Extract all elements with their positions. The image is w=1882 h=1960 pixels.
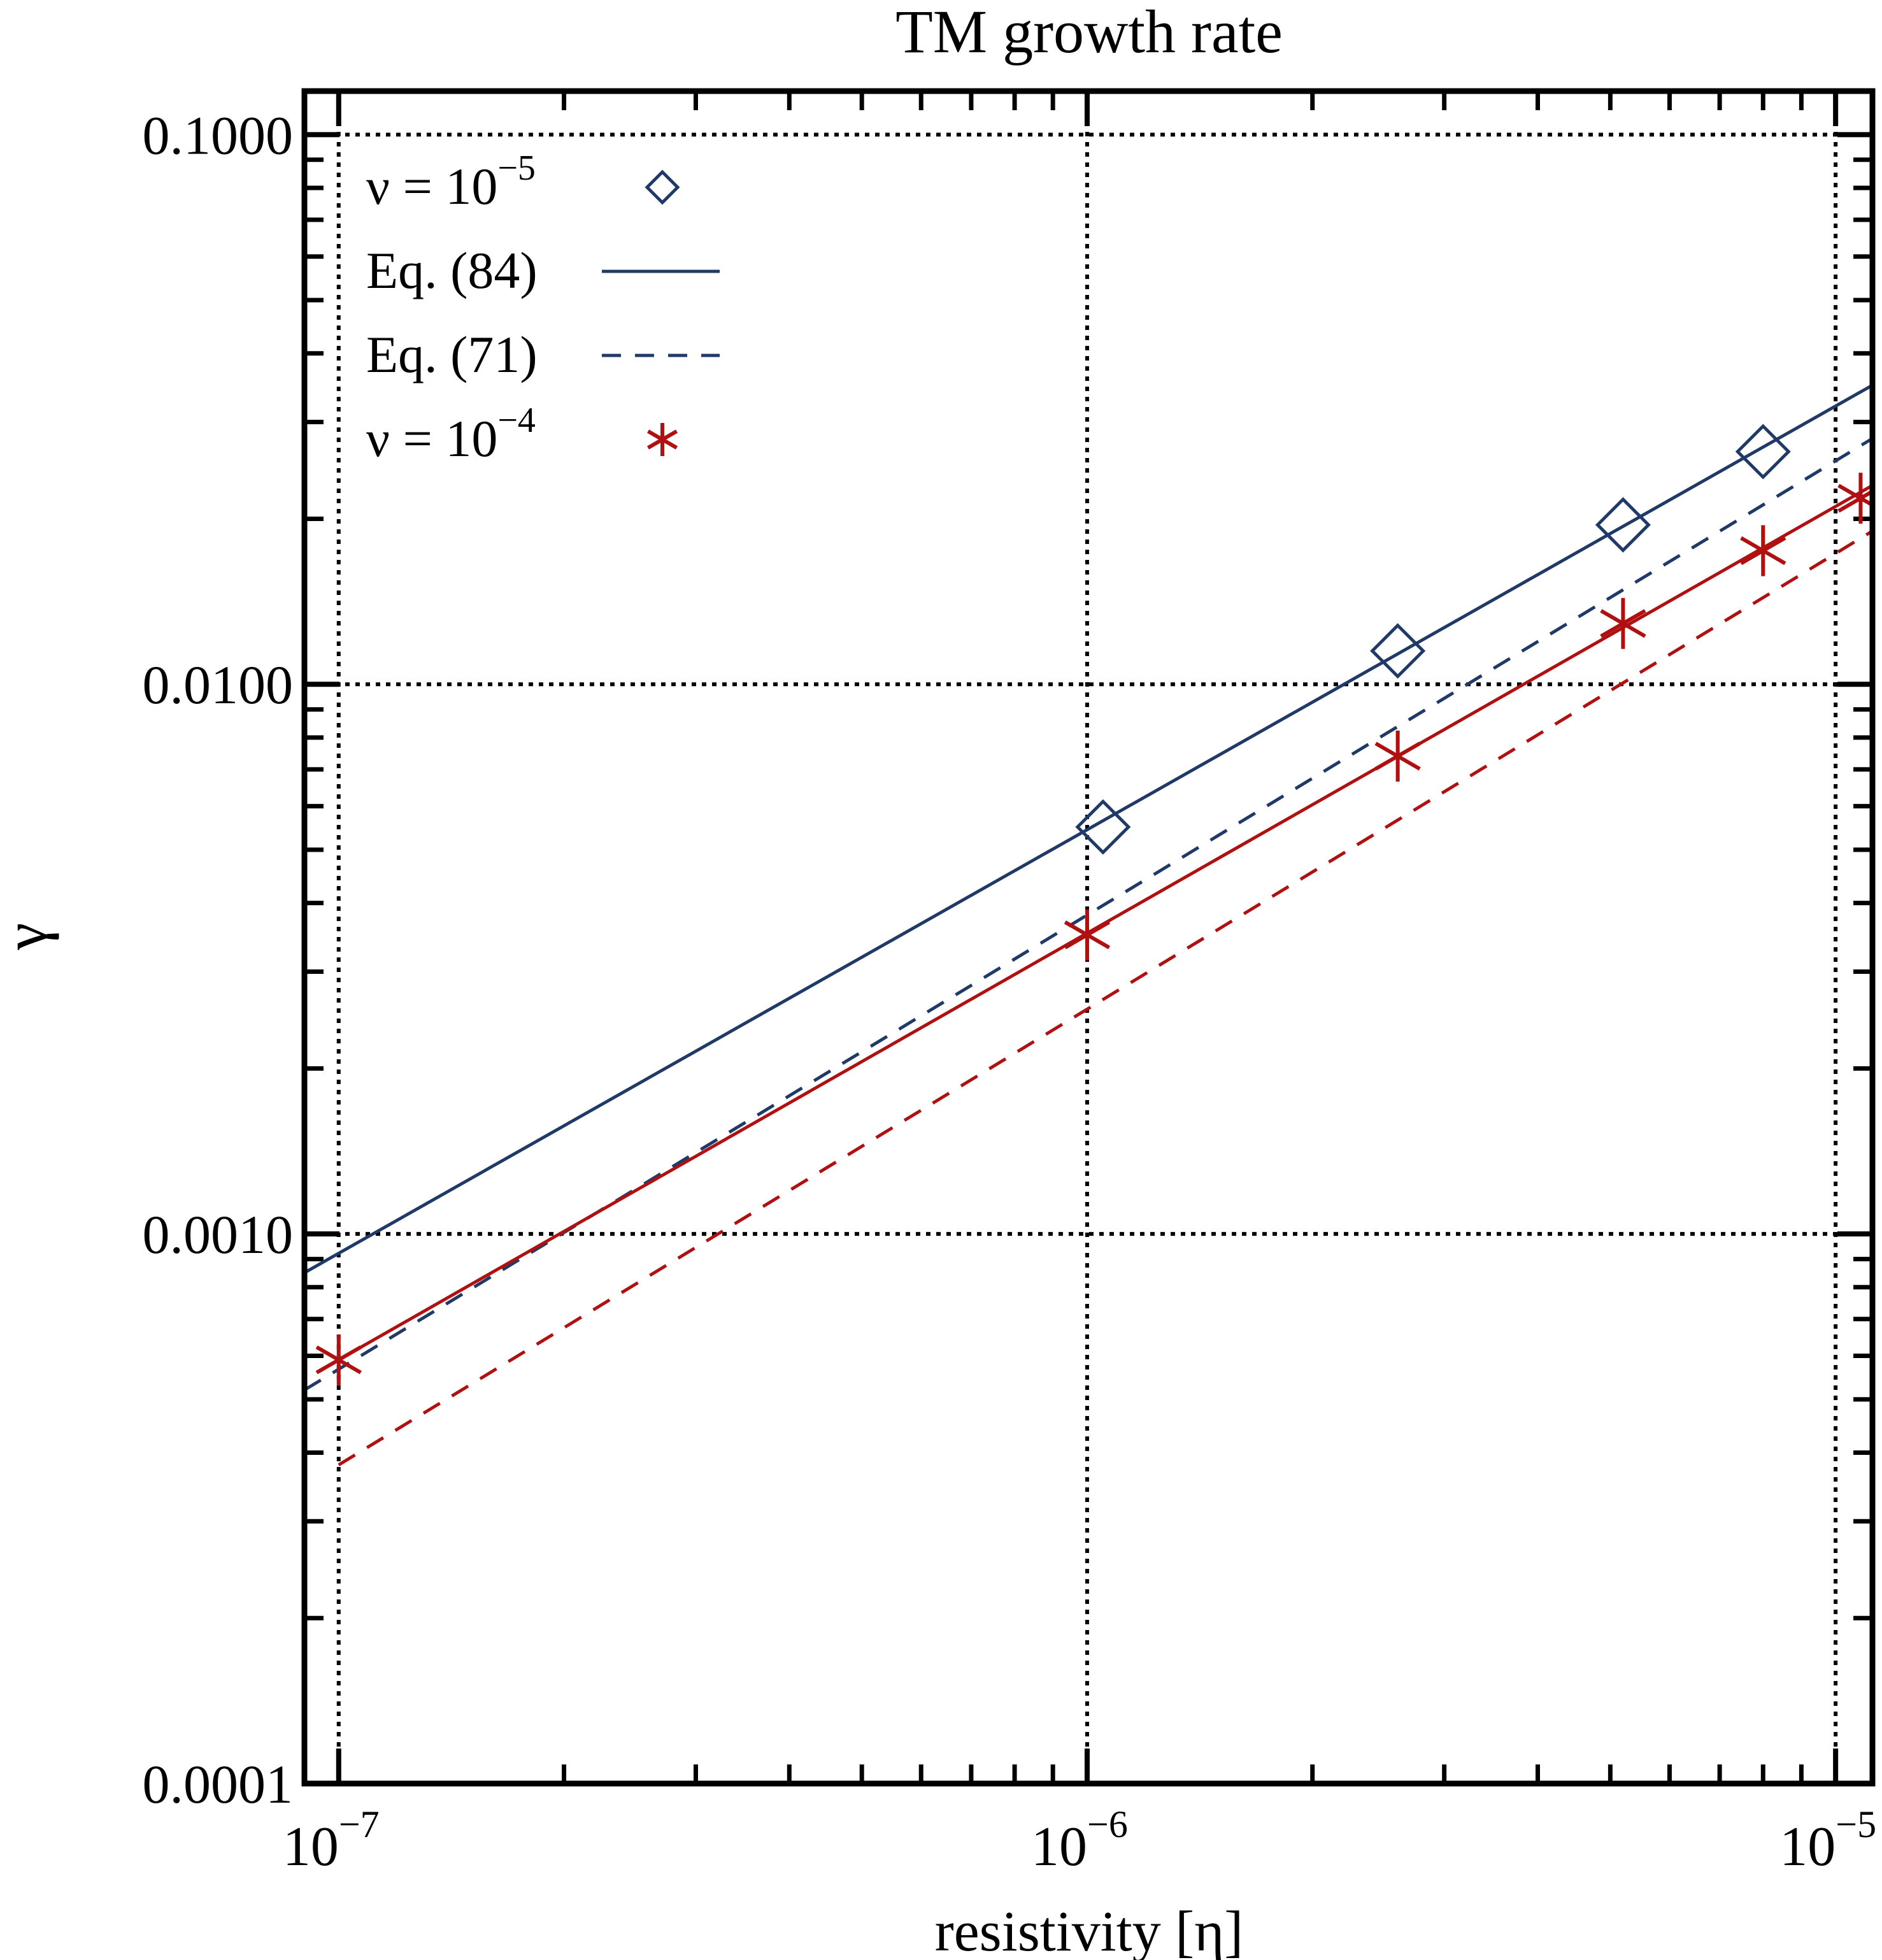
y-tick-label: 0.0010 [143,1204,294,1265]
legend-swatch [645,169,680,205]
legend-label-exponent: −5 [497,148,536,188]
series-line-4 [338,483,1872,1362]
asterisk-marker [1600,597,1646,649]
x-tick-exponent: −5 [1836,1803,1876,1845]
x-tick-exponent: −6 [1087,1803,1128,1845]
x-tick-label: 10−6 [1031,1803,1128,1878]
x-axis-label: resistivity [η] [935,1900,1244,1960]
minor-ticks [304,91,1872,1786]
series-markers-0 [1075,424,1791,855]
asterisk-stroke [646,429,678,450]
asterisk-stroke [1740,536,1786,566]
asterisk-stroke [1837,489,1872,513]
series-line-5 [338,529,1872,1466]
y-tick-label: 0.1000 [143,104,294,166]
x-tick-exponent: −7 [339,1803,380,1845]
legend-swatch [646,423,678,456]
y-tick-labels: 0.0001 0.0010 0.0100 0.1000 [143,104,294,1815]
asterisk-marker [1837,473,1872,524]
diamond-marker [1735,424,1791,480]
x-tick-label: 10−5 [1779,1803,1876,1878]
series-markers-3 [315,473,1872,1385]
legend-label: ν = 10−5 [366,148,536,215]
x-tick-label: 10−7 [283,1803,380,1878]
series-layer [304,383,1872,1466]
plot-frame [301,88,1876,1787]
chart-title: TM growth rate [895,0,1283,66]
y-axis-label: γ [0,923,59,950]
x-tick-labels: 10−7 10−6 10−5 [283,1803,1876,1878]
legend-label-exponent: −4 [497,401,536,440]
diamond-marker [1075,799,1131,855]
y-tick-label: 0.0100 [143,654,294,715]
asterisk-stroke [1600,609,1646,638]
y-tick-label: 0.0001 [143,1754,294,1815]
diamond-marker [1370,623,1426,679]
asterisk-marker [1740,525,1786,576]
legend-label: Eq. (84) [366,241,538,299]
legend: ν = 10−5 Eq. (84) Eq. (71) ν = 10−4 [366,148,720,468]
series-line-1 [304,383,1872,1275]
legend-label: Eq. (71) [366,325,538,383]
legend-label: ν = 10−4 [366,401,536,468]
